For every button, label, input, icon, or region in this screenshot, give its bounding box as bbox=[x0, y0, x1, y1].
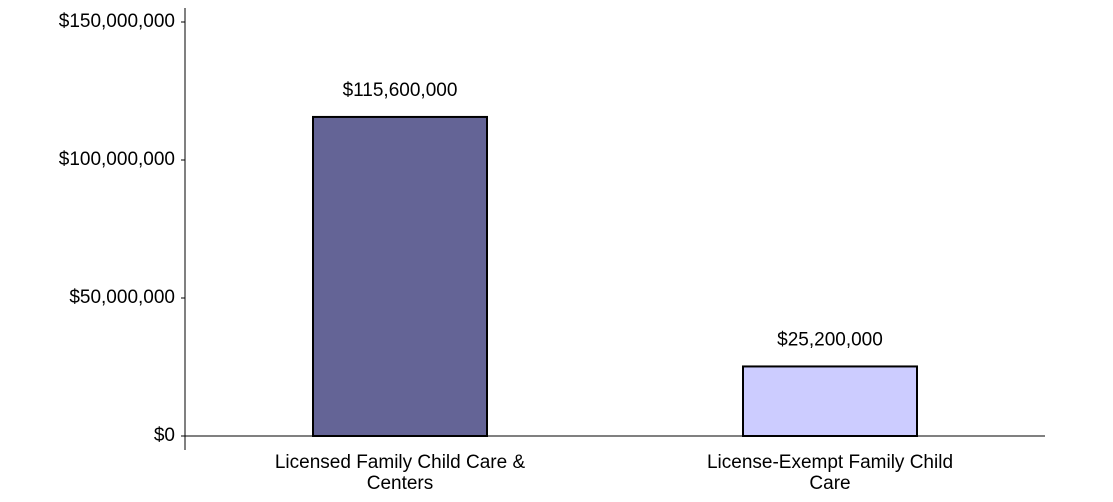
bar bbox=[312, 115, 488, 437]
x-tick-label: Licensed Family Child Care & Centers bbox=[274, 452, 526, 494]
bar bbox=[742, 365, 918, 437]
y-tick-label: $50,000,000 bbox=[69, 287, 175, 308]
y-tick-label: $0 bbox=[154, 425, 175, 446]
y-tick-label: $150,000,000 bbox=[59, 11, 175, 32]
value-label: $115,600,000 bbox=[343, 80, 458, 101]
x-tick-label: License-Exempt Family Child Care bbox=[706, 452, 954, 494]
value-label: $25,200,000 bbox=[777, 329, 883, 350]
y-tick-label: $100,000,000 bbox=[59, 149, 175, 170]
